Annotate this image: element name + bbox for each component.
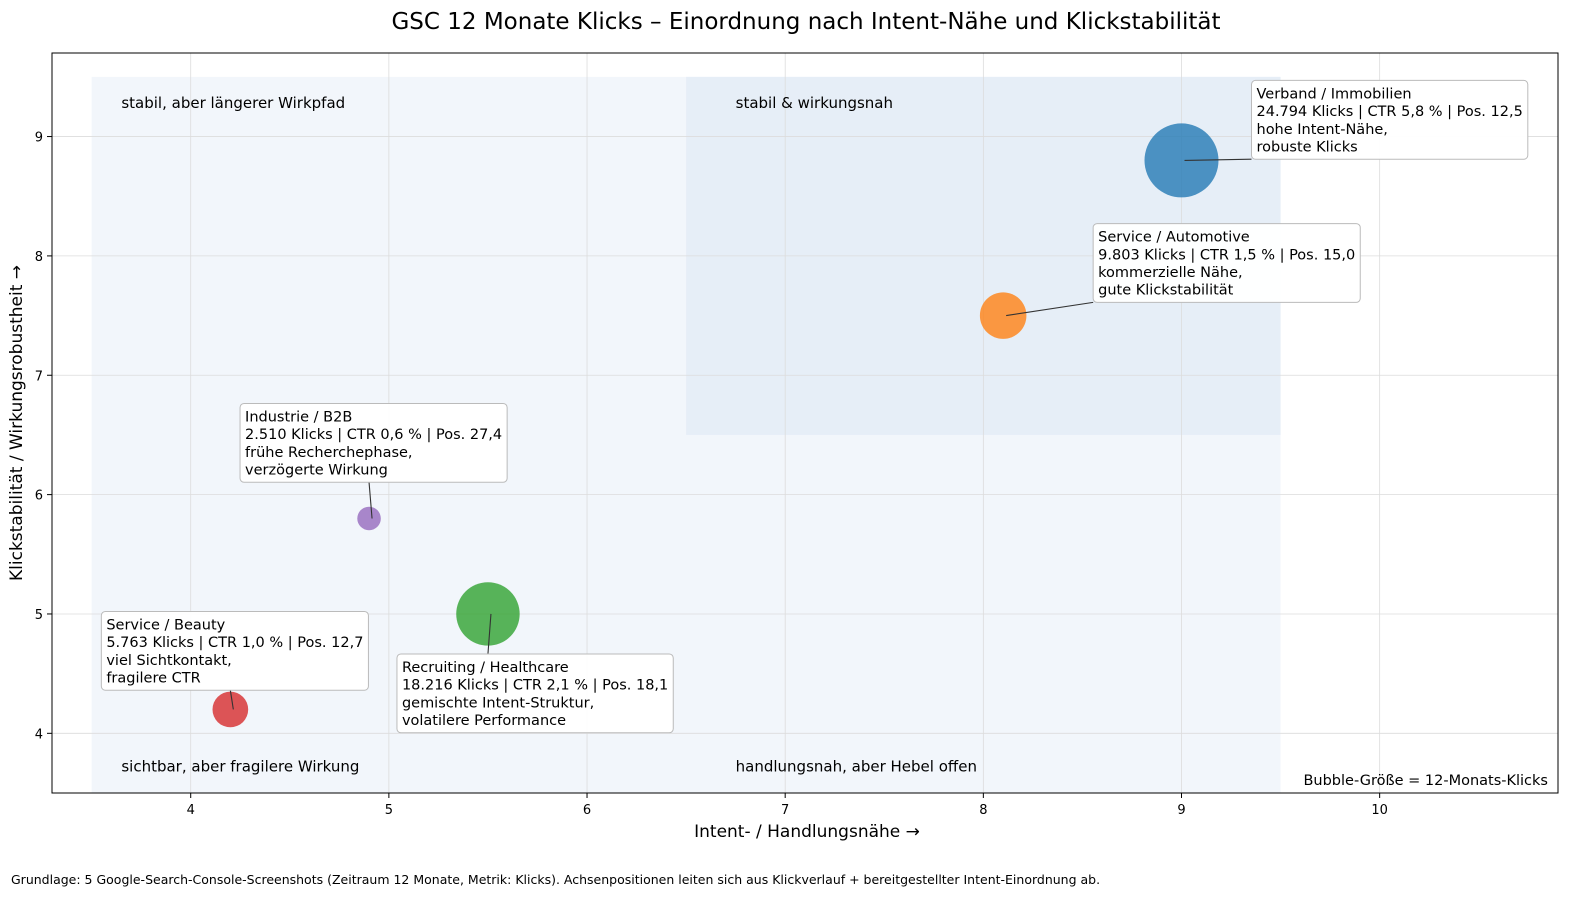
x-tick-label: 10 [1371, 803, 1388, 818]
annotation: Recruiting / Healthcare 18.216 Klicks | C… [396, 613, 674, 734]
annotations: Verband / Immobilien 24.794 Klicks | CTR … [100, 79, 1529, 734]
annotation: Service / Beauty 5.763 Klicks | CTR 1,0 %… [100, 610, 369, 710]
bubble [979, 292, 1027, 339]
x-tick-label: 6 [583, 803, 591, 818]
annotation-box [239, 402, 508, 483]
y-tick-label: 6 [35, 489, 43, 504]
annotation-text: Service / Automotive 9.803 Klicks | CTR 1… [1098, 230, 1355, 299]
annotation-connector [487, 613, 492, 655]
bubbles [212, 123, 1219, 728]
annotation-box [396, 653, 674, 734]
annotation: Industrie / B2B 2.510 Klicks | CTR 0,6 % … [239, 402, 508, 519]
annotation-connector [229, 690, 234, 710]
x-tick-label: 8 [979, 803, 987, 818]
annotation: Service / Automotive 9.803 Klicks | CTR 1… [1006, 223, 1361, 317]
bubble-size-note: Bubble-Größe = 12-Monats-Klicks [1303, 773, 1548, 789]
x-tick-label: 4 [187, 803, 195, 818]
annotation-box [100, 610, 369, 691]
x-tick-label: 7 [781, 803, 789, 818]
y-tick-label: 9 [35, 131, 43, 146]
annotation: Verband / Immobilien 24.794 Klicks | CTR … [1184, 79, 1529, 161]
annotation-box [1251, 79, 1529, 160]
quadrant-labels: stabil, aber längerer Wirkpfad stabil & w… [121, 94, 977, 776]
bubble [212, 691, 249, 728]
x-axis-label: Intent- / Handlungsnähe → [694, 822, 920, 842]
x-tick-label: 5 [385, 803, 393, 818]
y-tick-label: 8 [35, 250, 43, 265]
y-tick-label: 5 [35, 608, 43, 623]
annotation-connector [1184, 158, 1252, 161]
axis-ticks: 4 5 6 7 8 9 10 4 5 6 7 8 9 [35, 131, 1388, 818]
annotation-text: Service / Beauty 5.763 Klicks | CTR 1,0 %… [106, 617, 363, 686]
annotation-text: Industrie / B2B 2.510 Klicks | CTR 0,6 % … [245, 409, 502, 478]
quadrant-label: handlungsnah, aber Hebel offen [736, 758, 977, 776]
annotation-text: Verband / Immobilien 24.794 Klicks | CTR … [1257, 86, 1523, 155]
chart-title: GSC 12 Monate Klicks – Einordnung nach I… [391, 9, 1220, 35]
y-tick-label: 4 [35, 727, 43, 742]
y-axis-label: Klickstabilität / Wirkungsrobustheit → [7, 265, 27, 581]
plot-frame [51, 52, 1559, 794]
bubble [357, 506, 381, 531]
annotation-box [1092, 223, 1361, 303]
x-tick-label: 9 [1177, 803, 1185, 818]
quadrant-label: sichtbar, aber fragilere Wirkung [121, 758, 359, 776]
bubble [456, 582, 520, 646]
annotation-connector [368, 482, 373, 519]
quadrant-label: stabil, aber längerer Wirkpfad [121, 94, 345, 112]
bubble [1144, 123, 1219, 198]
footnote: Grundlage: 5 Google-Search-Console-Scree… [11, 872, 1100, 887]
annotation-text: Recruiting / Healthcare 18.216 Klicks | C… [402, 660, 668, 729]
quadrant-label: stabil & wirkungsnah [736, 94, 893, 112]
y-tick-label: 7 [35, 369, 43, 384]
annotation-connector [1006, 301, 1094, 317]
